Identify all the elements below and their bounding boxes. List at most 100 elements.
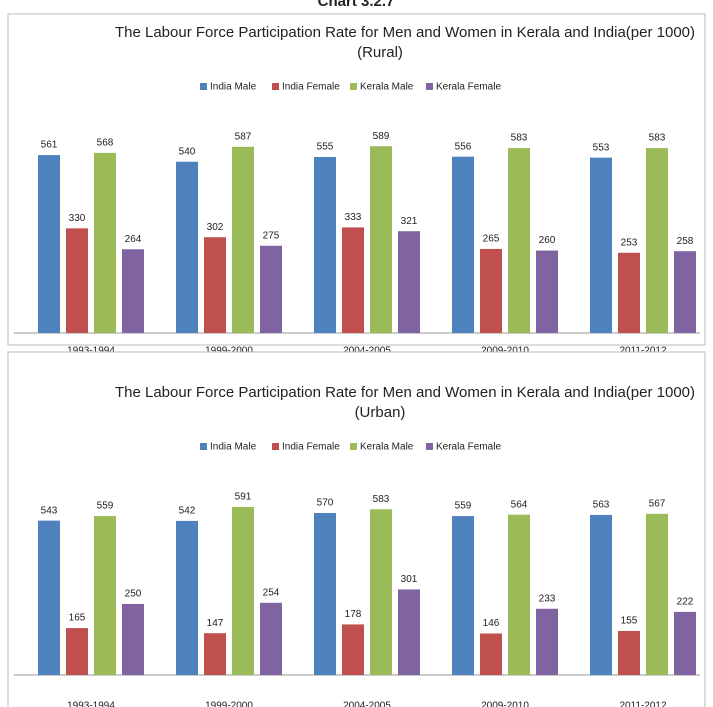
x-tick-label: 2011-2012 xyxy=(619,701,667,707)
legend-label: Kerala Female xyxy=(436,442,501,453)
bar xyxy=(38,520,60,675)
data-label: 155 xyxy=(621,616,638,627)
bar xyxy=(590,157,612,333)
data-label: 146 xyxy=(483,618,500,629)
legend-swatch xyxy=(200,443,207,450)
bar xyxy=(618,252,640,333)
legend-label: India Male xyxy=(210,82,257,93)
data-label: 233 xyxy=(539,593,556,604)
data-label: 178 xyxy=(345,609,362,620)
data-label: 253 xyxy=(621,237,638,248)
data-label: 250 xyxy=(125,589,142,600)
data-label: 540 xyxy=(179,146,196,157)
data-label: 570 xyxy=(317,498,334,509)
bar xyxy=(452,516,474,675)
bar xyxy=(618,630,640,675)
bar xyxy=(260,245,282,333)
legend-swatch xyxy=(350,83,357,90)
bar xyxy=(260,602,282,675)
legend-swatch xyxy=(272,443,279,450)
data-label: 260 xyxy=(539,235,556,246)
bar xyxy=(398,589,420,675)
data-label: 147 xyxy=(207,618,224,629)
bar xyxy=(674,611,696,675)
data-label: 264 xyxy=(125,234,142,245)
bar xyxy=(370,509,392,675)
data-label: 302 xyxy=(207,222,224,233)
legend-label: Kerala Female xyxy=(436,82,501,93)
data-label: 559 xyxy=(455,501,472,512)
data-label: 321 xyxy=(401,216,418,227)
data-label: 591 xyxy=(235,492,252,503)
bar xyxy=(66,628,88,675)
data-label: 275 xyxy=(263,230,280,241)
data-label: 258 xyxy=(677,236,694,247)
data-label: 564 xyxy=(511,499,528,510)
bar xyxy=(122,603,144,675)
bar xyxy=(674,251,696,333)
x-tick-label: 2004-2005 xyxy=(343,346,391,357)
bar xyxy=(480,633,502,675)
data-label: 563 xyxy=(593,500,610,511)
bar xyxy=(204,237,226,333)
bar xyxy=(232,506,254,675)
data-label: 330 xyxy=(69,213,86,224)
legend-label: India Female xyxy=(282,82,340,93)
bar xyxy=(342,227,364,333)
bar xyxy=(536,608,558,675)
legend-swatch xyxy=(272,83,279,90)
data-label: 583 xyxy=(373,494,390,505)
x-tick-label: 2009-2010 xyxy=(481,701,529,707)
data-label: 587 xyxy=(235,131,252,142)
bar xyxy=(398,231,420,333)
bar xyxy=(508,148,530,333)
data-label: 568 xyxy=(97,138,114,149)
data-label: 589 xyxy=(373,131,390,142)
bar xyxy=(94,152,116,333)
chart-subtitle: (Urban) xyxy=(355,404,406,421)
bar xyxy=(508,514,530,675)
bar xyxy=(342,624,364,675)
data-label: 222 xyxy=(677,597,694,608)
x-tick-label: 1993-1994 xyxy=(67,346,115,357)
bar xyxy=(370,146,392,333)
caption: Chart 3.2.7 xyxy=(318,0,395,10)
data-label: 333 xyxy=(345,212,362,223)
chart-title: The Labour Force Participation Rate for … xyxy=(115,384,695,401)
data-label: 254 xyxy=(263,587,280,598)
legend-label: India Female xyxy=(282,442,340,453)
bar xyxy=(38,155,60,333)
x-tick-label: 2009-2010 xyxy=(481,346,529,357)
data-label: 543 xyxy=(41,505,58,516)
data-label: 553 xyxy=(593,142,610,153)
legend-label: India Male xyxy=(210,442,257,453)
data-label: 567 xyxy=(649,498,666,509)
chart-subtitle: (Rural) xyxy=(357,44,403,61)
bar xyxy=(94,516,116,675)
x-tick-label: 1999-2000 xyxy=(205,346,253,357)
bar xyxy=(646,148,668,333)
legend-swatch xyxy=(426,83,433,90)
legend-label: Kerala Male xyxy=(360,442,414,453)
bar xyxy=(314,156,336,333)
x-tick-label: 1993-1994 xyxy=(67,701,115,707)
x-tick-label: 1999-2000 xyxy=(205,701,253,707)
data-label: 561 xyxy=(41,140,58,151)
bar xyxy=(176,161,198,333)
bar xyxy=(646,513,668,675)
legend-swatch xyxy=(200,83,207,90)
data-label: 265 xyxy=(483,234,500,245)
bar xyxy=(452,156,474,333)
bar xyxy=(590,514,612,675)
chart-title: The Labour Force Participation Rate for … xyxy=(115,24,695,41)
bar xyxy=(536,250,558,333)
data-label: 559 xyxy=(97,501,114,512)
data-label: 583 xyxy=(649,133,666,144)
legend-label: Kerala Male xyxy=(360,82,414,93)
x-tick-label: 2004-2005 xyxy=(343,701,391,707)
bar xyxy=(232,146,254,333)
bar xyxy=(122,249,144,333)
bar xyxy=(66,228,88,333)
bar xyxy=(480,248,502,333)
